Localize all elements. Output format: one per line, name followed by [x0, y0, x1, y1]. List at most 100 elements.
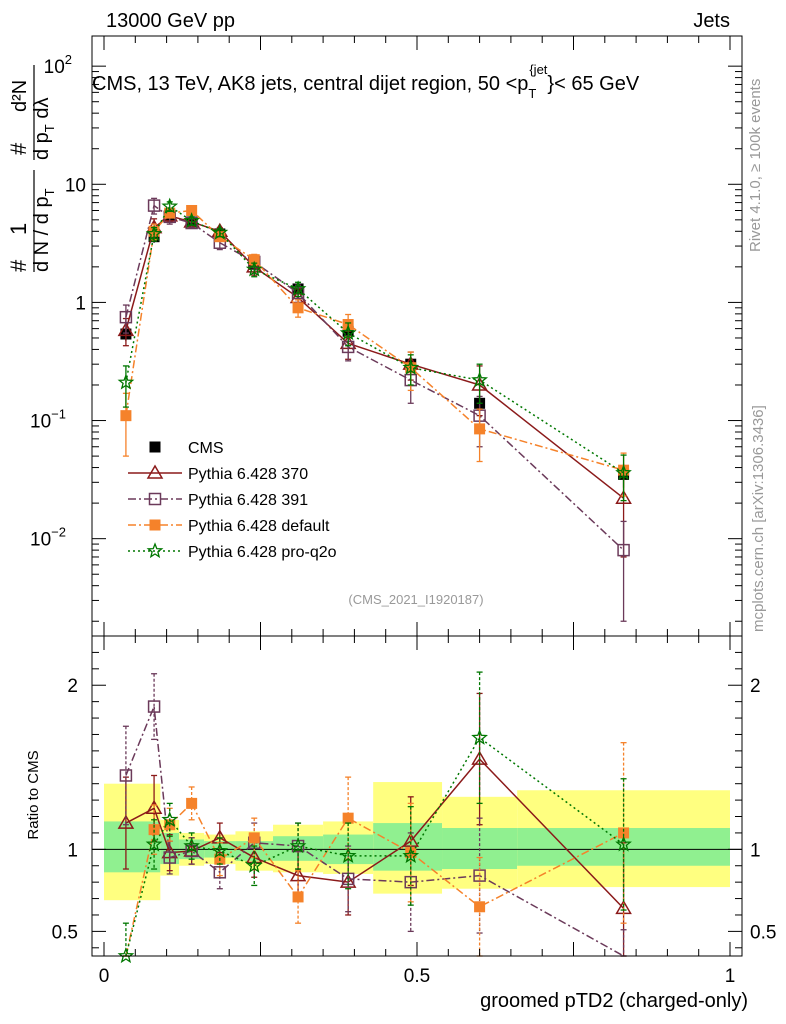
series-1-point	[615, 489, 632, 504]
series-1-ratio-point	[117, 814, 135, 829]
x-tick-label: 0.5	[404, 966, 430, 987]
series-3-ratio-point	[342, 812, 354, 824]
series-2-ratio-point	[147, 700, 161, 713]
plot-title: CMS, 13 TeV, AK8 jets, central dijet reg…	[92, 62, 640, 101]
ylabel-den-right: d pT dλ	[31, 98, 57, 160]
series-4-line	[125, 205, 624, 474]
legend-entry-0: CMS	[149, 440, 224, 457]
series-3-ratio-point	[148, 824, 160, 836]
analysis-tag: (CMS_2021_I1920187)	[348, 592, 483, 607]
series-1-ratio-point	[145, 799, 163, 815]
x-axis-label: groomed pTD2 (charged-only)	[480, 990, 748, 1012]
header-right: Jets	[693, 10, 730, 32]
series-2-ratio-line	[125, 706, 624, 957]
series-3-line	[125, 209, 624, 471]
legend-marker-3	[149, 519, 161, 531]
series-4-ratio-point	[183, 837, 200, 854]
ratio-series-layer	[117, 671, 632, 964]
ylabel-den-left: d N / d pT	[31, 188, 57, 272]
series-4-point	[471, 371, 489, 388]
y-tick-label-main: 10−1	[30, 407, 66, 433]
series-4-point	[183, 212, 201, 228]
series-3-point	[164, 207, 176, 219]
series-3-point	[120, 410, 132, 422]
ratio-uncertainty-bands	[104, 782, 730, 901]
series-2-point	[119, 310, 133, 324]
series-4-ratio-point	[211, 842, 229, 859]
series-3-point	[186, 204, 198, 216]
series-2-ratio-point	[163, 851, 176, 864]
x-tick-label: 0	[99, 966, 110, 987]
series-4-ratio-point	[339, 847, 357, 864]
y-tick-label-main: 10−2	[30, 525, 66, 551]
series-1-ratio-point	[289, 867, 307, 882]
y-tick-label-ratio-right: 1	[750, 840, 761, 861]
series-4-ratio-line	[125, 736, 625, 957]
y-tick-label-ratio-right: 0.5	[750, 922, 776, 943]
series-3-point	[248, 254, 260, 266]
series-3-ratio-point	[186, 797, 198, 809]
series-3-ratio-point	[618, 827, 630, 839]
series-4-point	[117, 373, 135, 390]
y-tick-label-ratio: 1	[67, 840, 78, 861]
ylabel-num-right: d²N	[9, 80, 31, 112]
rivet-version-text: Rivet 4.1.0, ≥ 100k events	[747, 79, 764, 252]
ratio-y-label: Ratio to CMS	[25, 750, 42, 839]
legend-entry-2: Pythia 6.428 391	[128, 492, 308, 509]
legend: CMS Pythia 6.428 370 Pythia 6.428 391 Pythi…	[128, 440, 337, 561]
legend-marker-1	[146, 464, 164, 479]
series-3-ratio-point	[248, 832, 260, 844]
series-4-ratio-point	[117, 947, 135, 964]
legend-entry-1: Pythia 6.428 370	[128, 464, 308, 483]
series-2-point	[617, 543, 630, 557]
legend-label-0: CMS	[188, 440, 224, 457]
series-4-ratio-point	[145, 835, 163, 852]
series-1-point	[117, 321, 135, 337]
legend-label-4: Pythia 6.428 pro-q2o	[188, 544, 337, 561]
series-4-ratio-point	[289, 837, 307, 854]
mcplots-reference-text: mcplots.cern.ch [arXiv:1306.3436]	[750, 405, 767, 632]
series-4-point	[402, 358, 420, 375]
series-4-ratio-point	[161, 810, 179, 827]
series-4-point	[245, 260, 263, 277]
main-series-layer	[117, 197, 632, 622]
y-tick-label-ratio: 0.5	[52, 922, 78, 943]
legend-marker-4	[146, 542, 164, 559]
series-3-point	[474, 423, 486, 435]
y-tick-label-main: 1	[75, 293, 86, 314]
series-2-point	[147, 199, 161, 212]
series-4-point	[145, 225, 163, 242]
series-2-ratio-point	[119, 769, 133, 782]
series-2-ratio-point	[213, 866, 227, 879]
legend-marker-2	[148, 492, 162, 506]
series-4-point	[339, 324, 357, 341]
axis-ticks	[92, 36, 742, 956]
series-3-point	[292, 302, 304, 314]
header-left: 13000 GeV pp	[106, 10, 235, 32]
y-tick-label-main: 10	[65, 175, 86, 196]
x-tick-label: 1	[725, 966, 736, 987]
legend-entry-4: Pythia 6.428 pro-q2o	[128, 542, 337, 561]
tick-labels: 0 0.5 1 102 10 1 10−1 10−2 0.5 0.5 1 1 2 2	[30, 52, 776, 987]
series-4-point	[289, 280, 307, 297]
series-4-ratio-point	[402, 847, 420, 864]
series-4-ratio-point	[471, 728, 488, 745]
legend-label-2: Pythia 6.428 391	[188, 492, 308, 509]
series-3-ratio-point	[292, 891, 304, 903]
legend-entry-3: Pythia 6.428 default	[128, 518, 330, 535]
y-tick-label-ratio-right: 2	[750, 676, 761, 697]
series-4-point	[161, 197, 179, 214]
ylabel-hash-2: #	[6, 142, 31, 155]
series-4-ratio-point	[615, 835, 632, 852]
y-axis-label: # 1 d N / d pT # d²N d pT dλ	[6, 65, 57, 272]
y-tick-label-ratio: 2	[67, 676, 78, 697]
series-4-main	[117, 197, 632, 502]
legend-marker-cms	[149, 441, 161, 453]
legend-label-3: Pythia 6.428 default	[188, 518, 330, 535]
series-4-point	[211, 223, 229, 240]
legend-label-1: Pythia 6.428 370	[188, 466, 308, 483]
ylabel-num-left: 1	[6, 223, 31, 235]
series-4-ratio	[117, 671, 632, 964]
series-4-ratio-point	[245, 856, 263, 873]
